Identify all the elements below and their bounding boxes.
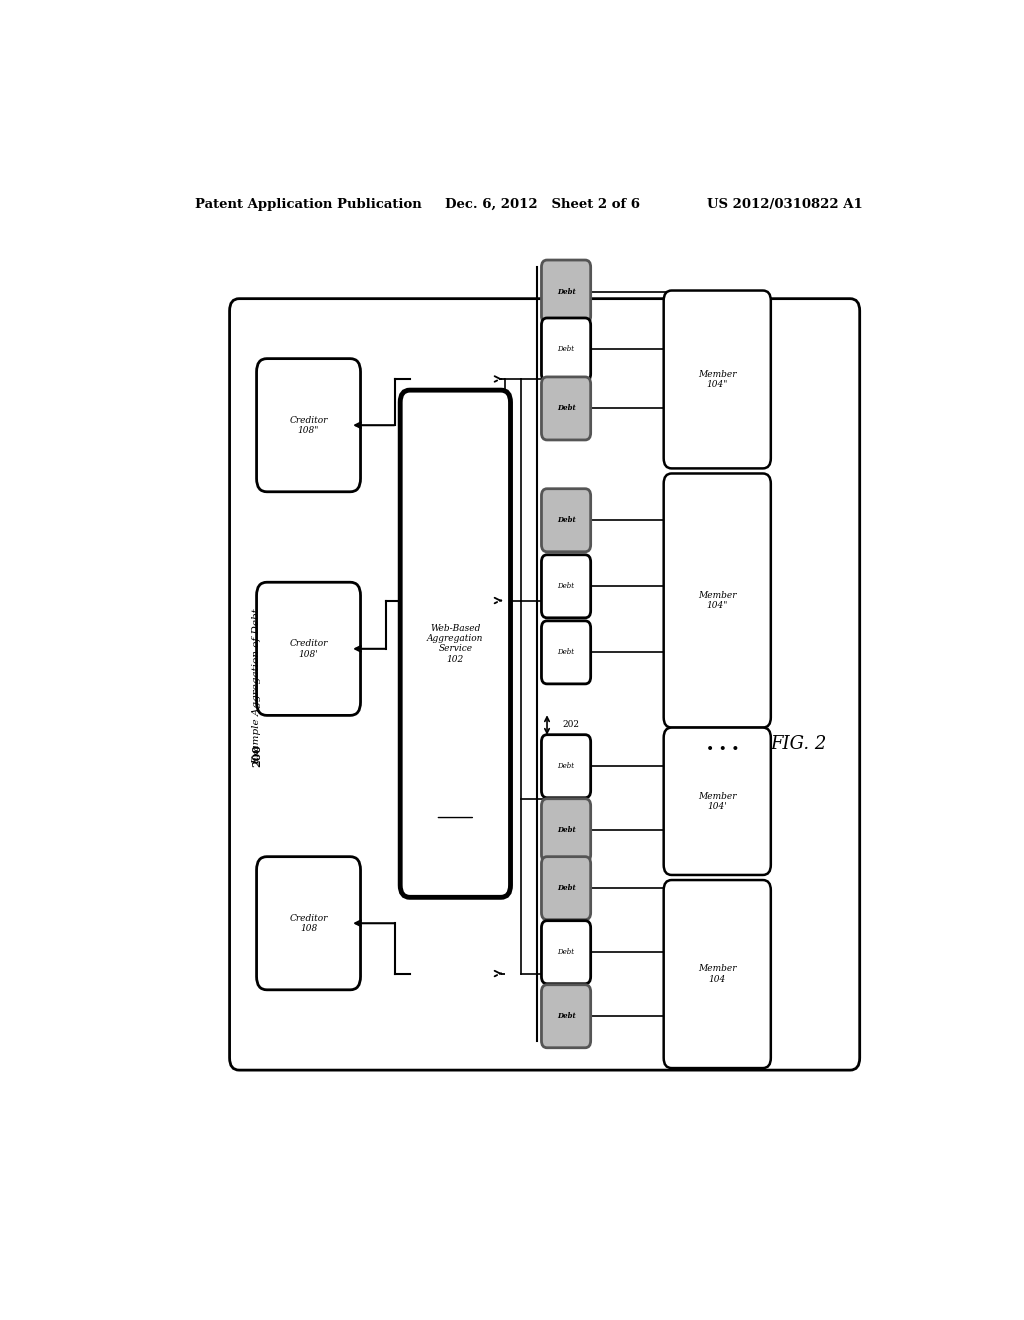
Text: Debt: Debt [557,762,574,770]
Text: US 2012/0310822 A1: US 2012/0310822 A1 [708,198,863,211]
Text: Dec. 6, 2012   Sheet 2 of 6: Dec. 6, 2012 Sheet 2 of 6 [445,198,640,211]
Text: Creditor
108": Creditor 108" [290,416,328,434]
Text: Member
104': Member 104' [698,792,736,810]
Text: Patent Application Publication: Patent Application Publication [196,198,422,211]
Text: Example Aggregation of Debt: Example Aggregation of Debt [252,605,261,764]
FancyBboxPatch shape [542,799,591,862]
FancyBboxPatch shape [542,735,591,797]
Text: Member
104": Member 104" [698,370,736,389]
FancyBboxPatch shape [257,857,360,990]
Text: Debt: Debt [557,516,575,524]
Text: Debt: Debt [557,826,575,834]
FancyBboxPatch shape [664,290,771,469]
Text: Creditor
108': Creditor 108' [290,639,328,659]
FancyBboxPatch shape [257,582,360,715]
Text: Debt: Debt [557,648,574,656]
Text: Debt: Debt [557,404,575,412]
Text: Debt: Debt [557,288,575,296]
Text: Debt: Debt [557,1012,575,1020]
Text: FIG. 2: FIG. 2 [770,735,826,754]
Text: Debt: Debt [557,346,574,354]
FancyBboxPatch shape [229,298,860,1071]
Text: Web-Based
Aggregation
Service
102: Web-Based Aggregation Service 102 [427,623,483,664]
Text: Creditor
108: Creditor 108 [290,913,328,933]
FancyBboxPatch shape [542,620,591,684]
FancyBboxPatch shape [664,727,771,875]
Text: Debt: Debt [557,948,574,956]
Text: Debt: Debt [557,582,574,590]
FancyBboxPatch shape [542,260,591,323]
FancyBboxPatch shape [542,488,591,552]
FancyBboxPatch shape [400,391,511,898]
Text: • • •: • • • [707,743,740,756]
FancyBboxPatch shape [257,359,360,492]
FancyBboxPatch shape [542,985,591,1048]
FancyBboxPatch shape [664,474,771,727]
FancyBboxPatch shape [542,921,591,983]
FancyBboxPatch shape [542,554,591,618]
FancyBboxPatch shape [542,318,591,381]
Text: Debt: Debt [557,884,575,892]
FancyBboxPatch shape [664,880,771,1068]
FancyBboxPatch shape [542,857,591,920]
Text: 202: 202 [563,719,580,729]
Text: 200: 200 [251,744,262,767]
FancyBboxPatch shape [542,378,591,440]
Text: Member
104": Member 104" [698,591,736,610]
Text: Member
104: Member 104 [698,965,736,983]
